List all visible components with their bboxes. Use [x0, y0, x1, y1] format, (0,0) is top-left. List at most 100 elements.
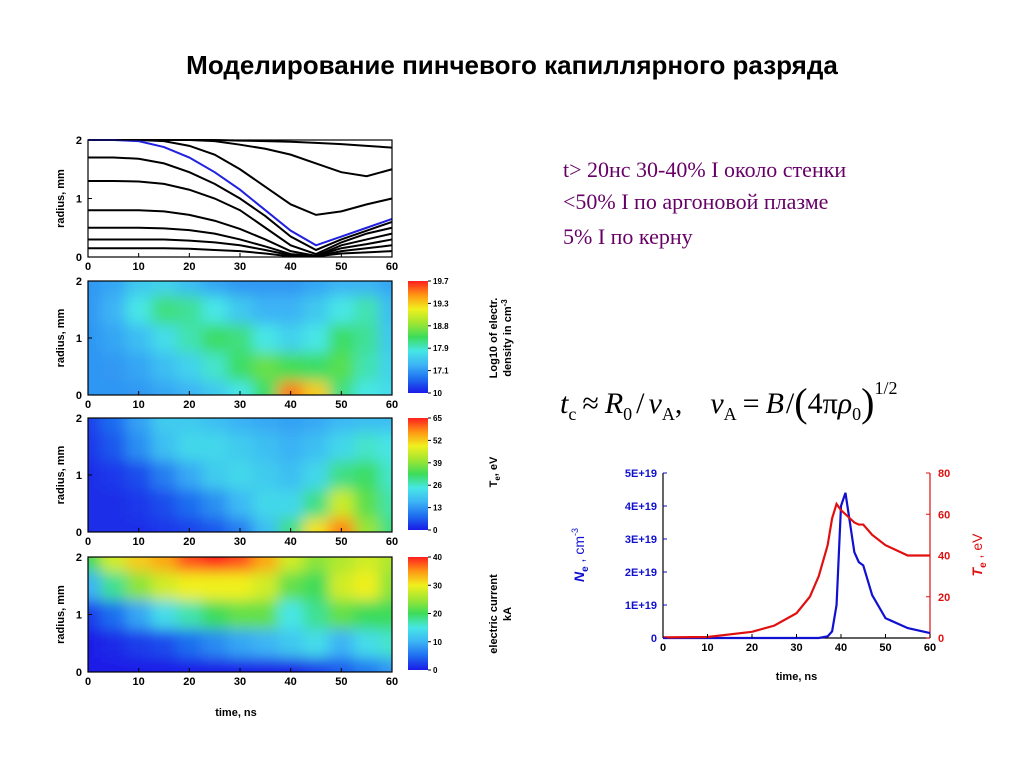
heatmap-cell [252, 657, 279, 672]
heatmap-cell [126, 517, 152, 532]
heatmap-cell [88, 489, 102, 519]
heatmap-cell [227, 657, 254, 672]
y-tick-label: 2 [76, 276, 82, 288]
colorbar-tick-label: 17.9 [433, 344, 449, 353]
heatmap-cell [126, 571, 152, 601]
colorbar-label: density in cm-3 [500, 299, 514, 377]
heatmap-cell [227, 323, 254, 353]
heatmap-cell [227, 571, 254, 601]
heatmap-cell [176, 432, 203, 462]
heatmap-cell [151, 418, 178, 433]
heatmap-cell [88, 557, 102, 572]
heatmap-cell [328, 281, 355, 296]
heatmap-cell [202, 557, 228, 572]
heatmap-cells [88, 281, 392, 395]
heatmap-cell [227, 628, 254, 659]
formula-part: 0 [623, 404, 632, 424]
heatmap-cell [126, 628, 152, 659]
heatmap-cell [151, 489, 178, 519]
heatmap-cell [252, 323, 279, 353]
x-tick-label: 30 [234, 261, 246, 273]
heatmap-cell [126, 657, 152, 672]
heatmap-cell [100, 323, 127, 353]
heatmap-cell [151, 557, 178, 572]
heatmap-cell [151, 380, 178, 395]
formula-part: / [636, 387, 645, 420]
line-series [663, 492, 931, 640]
heatmap-cell [252, 557, 279, 572]
heatmap-cell [176, 571, 203, 601]
heatmap [88, 418, 392, 532]
heatmap-cell [202, 323, 228, 353]
heatmap-cell [88, 281, 102, 296]
heatmap-cell [354, 323, 380, 353]
x-tick-label: 10 [133, 399, 145, 411]
heatmap-cell [303, 323, 330, 353]
heatmap-cell [354, 352, 380, 382]
heatmap-cell [328, 489, 355, 519]
heatmap-cell [126, 432, 152, 462]
x-tick-label: 60 [386, 536, 398, 548]
x-tick-label: 20 [183, 399, 195, 411]
line-series [88, 238, 393, 258]
formula-part: ( [794, 380, 807, 425]
y-tick-label: 1 [76, 333, 82, 345]
formula-part: , [675, 387, 683, 420]
heatmap-cell [176, 557, 203, 572]
heatmap-cell [278, 657, 304, 672]
y-tick-label: 1E+19 [625, 600, 657, 612]
heatmap-cells [88, 418, 392, 532]
heatmap-cell [202, 600, 228, 630]
heatmap-cell [252, 600, 279, 630]
heatmap-cell [202, 418, 228, 433]
heatmap-cell [354, 489, 380, 519]
heatmap-cell [202, 517, 228, 532]
colorbar-tick-label: 30 [433, 581, 442, 590]
x-tick-label: 0 [85, 261, 91, 273]
heatmap-cell [100, 352, 127, 382]
x-tick-label: 30 [234, 676, 246, 688]
heatmap-cell [252, 352, 279, 382]
heatmap-cell [252, 432, 279, 462]
heatmap-cell [176, 418, 203, 433]
heatmap-cell [354, 418, 380, 433]
heatmap-cell [176, 517, 203, 532]
heatmap-cell [303, 418, 330, 433]
heatmap-cell [252, 517, 279, 532]
colorbar-tick-label: 19.7 [433, 277, 449, 286]
heatmap-cell [278, 628, 304, 659]
y-axis-label-part: e [580, 566, 591, 572]
formula-part: 0 [852, 404, 861, 424]
heatmap-cell [151, 517, 178, 532]
heatmap-cell [176, 657, 203, 672]
heatmap-cell [151, 628, 178, 659]
heatmap-cell [151, 432, 178, 462]
heatmap-cell [379, 628, 392, 659]
heatmap-cell [227, 489, 254, 519]
heatmap-cell [100, 571, 127, 601]
heatmap-cell [126, 600, 152, 630]
heatmap-cell [88, 418, 102, 433]
heatmap-cell [303, 600, 330, 630]
x-tick-label: 50 [335, 399, 347, 411]
x-tick-label: 60 [386, 676, 398, 688]
heatmap-cell [151, 352, 178, 382]
heatmap-cell [379, 281, 392, 296]
x-tick-label: 0 [660, 642, 666, 654]
heatmap-cell [88, 432, 102, 462]
y-tick-label: 3E+19 [625, 534, 657, 546]
heatmap-cell [100, 281, 127, 296]
heatmap-cell [176, 295, 203, 325]
x-tick-label: 60 [386, 399, 398, 411]
heatmap-cells [88, 557, 392, 672]
x-tick-label: 50 [335, 536, 347, 548]
formula-part: B [766, 387, 784, 420]
heatmap-cell [278, 460, 304, 490]
heatmap-cell [354, 295, 380, 325]
heatmap-cell [354, 460, 380, 490]
colorbar-tick-label: 13 [433, 504, 442, 513]
x-tick-label: 40 [285, 676, 297, 688]
heatmap-cell [100, 295, 127, 325]
colorbar-label-part: density in cm [502, 306, 514, 377]
heatmap-cell [202, 432, 228, 462]
